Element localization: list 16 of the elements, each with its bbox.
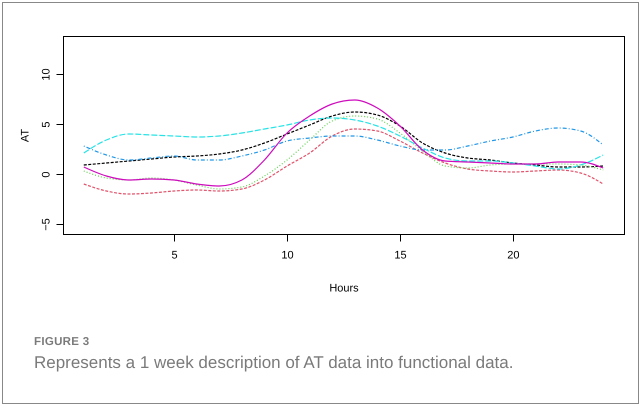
line-series — [83, 128, 604, 195]
x-tick-label: 5 — [172, 250, 178, 262]
caption: FIGURE 3 — [34, 336, 90, 348]
x-tick-label: 10 — [281, 250, 294, 262]
x-axis-title: Hours — [329, 282, 360, 294]
line-series — [83, 127, 604, 161]
text: Represents a 1 week description of AT data into functional data. — [34, 353, 514, 373]
line-series — [83, 115, 604, 190]
y-tick-label: 0 — [40, 171, 52, 178]
x-tick-label: 15 — [394, 250, 407, 262]
y-axis-title: AT — [20, 128, 32, 142]
line-series — [83, 99, 604, 187]
y-tick-label: 10 — [40, 68, 52, 81]
y-tick-label: 5 — [40, 121, 52, 128]
x-tick-label: 20 — [507, 250, 520, 262]
y-tick-label: −5 — [40, 218, 52, 231]
